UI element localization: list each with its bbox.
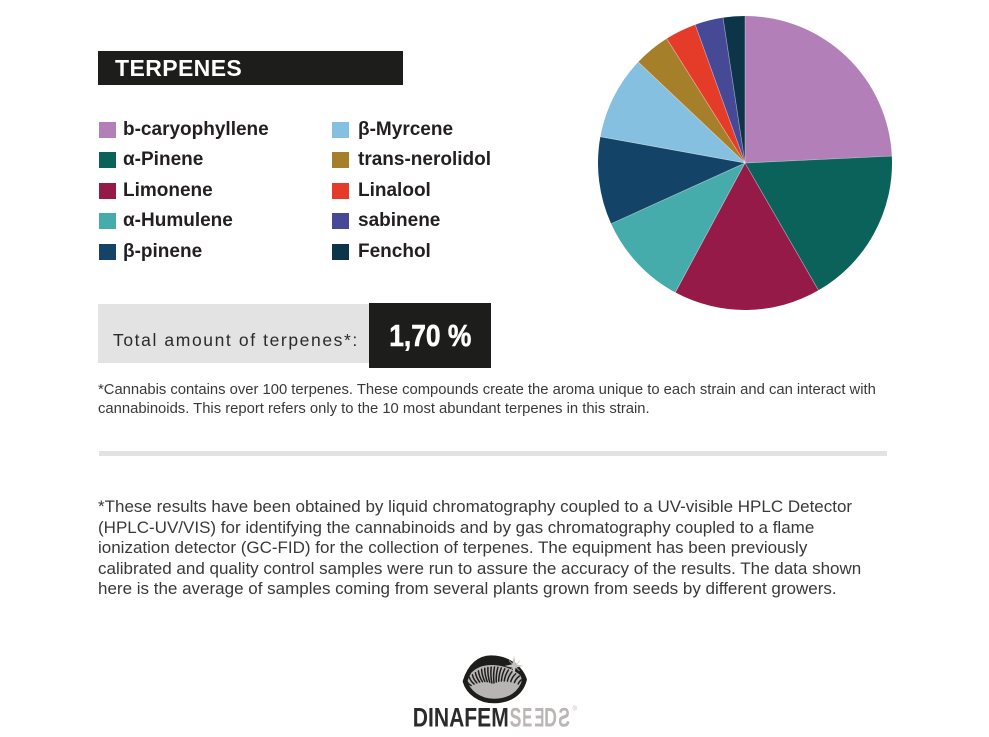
svg-text:D: D <box>544 702 557 732</box>
svg-text:E: E <box>534 702 544 732</box>
svg-text:®: ® <box>573 706 578 713</box>
svg-text:S: S <box>510 702 522 732</box>
svg-text:DINAFEM: DINAFEM <box>413 702 509 732</box>
svg-text:S: S <box>558 702 570 732</box>
svg-text:E: E <box>522 702 532 732</box>
